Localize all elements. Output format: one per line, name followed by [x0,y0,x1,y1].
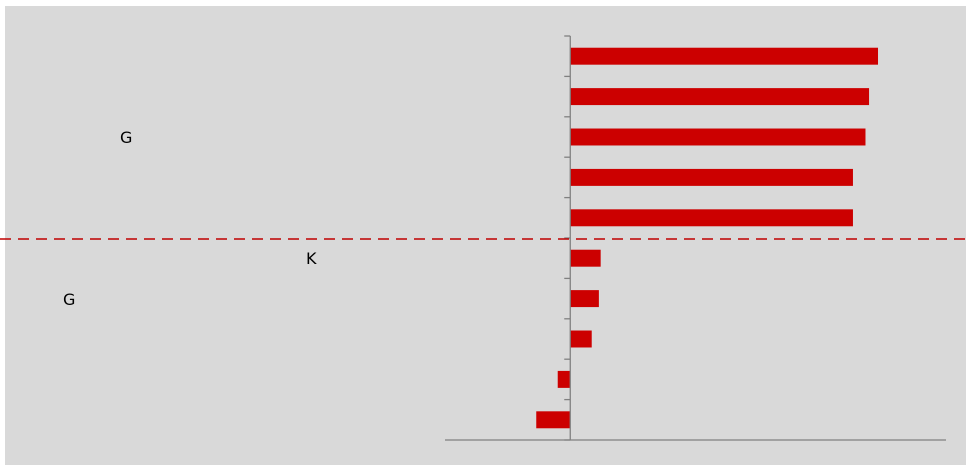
bar-8 [570,330,592,348]
bar-7 [570,290,599,308]
bar-1 [570,47,879,65]
annotation-g-upper: G [120,128,133,147]
bars-layer [536,47,879,429]
chart-panel [5,6,966,465]
bar-2 [570,88,870,106]
y-axis-ticks [564,35,571,441]
bar-10 [536,411,571,429]
bar-5 [570,209,853,227]
annotation-g-lower: G [63,290,76,309]
bar-9 [557,370,571,388]
bar-6 [570,249,601,267]
axes-layer [445,35,946,441]
bar-4 [570,168,853,186]
annotation-k: K [306,249,317,268]
bar-3 [570,128,866,146]
